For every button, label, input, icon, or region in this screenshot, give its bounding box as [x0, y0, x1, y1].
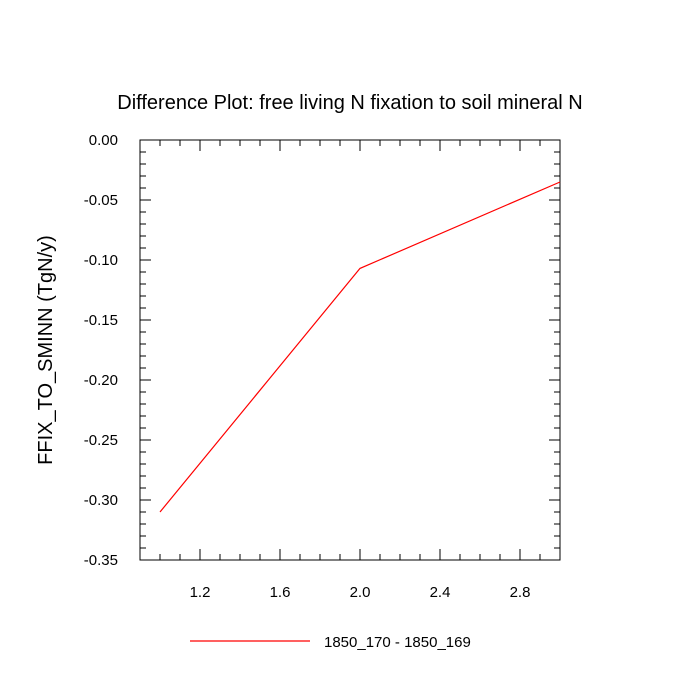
y-tick-label: -0.25	[84, 432, 118, 449]
y-tick-label: -0.15	[84, 312, 118, 329]
legend-label: 1850_170 - 1850_169	[324, 634, 471, 651]
chart-title: Difference Plot: free living N fixation …	[117, 92, 582, 114]
y-tick-label: -0.20	[84, 372, 118, 389]
series-layer	[159, 181, 561, 513]
x-tick-label: 1.6	[270, 584, 291, 601]
x-tick-label: 2.0	[350, 584, 371, 601]
y-tick-label: -0.10	[84, 252, 118, 269]
legend: 1850_170 - 1850_169	[190, 634, 471, 651]
y-tick-label: -0.30	[84, 492, 118, 509]
y-tick-label: -0.05	[84, 192, 118, 209]
series-line	[159, 181, 561, 513]
axes: 1.2 1.6 2.0 2.4 2.8 0.00 -0.05 -0.10 -0.15 -0.20 -…	[84, 132, 561, 601]
x-tick-label: 1.2	[190, 584, 211, 601]
y-tick-label: 0.00	[89, 132, 118, 149]
x-tick-label: 2.8	[510, 584, 531, 601]
y-axis-label: FFIX_TO_SMINN (TgN/y)	[35, 235, 57, 465]
y-tick-label: -0.35	[84, 552, 118, 569]
x-tick-label: 2.4	[430, 584, 451, 601]
plot-frame	[139, 139, 561, 561]
